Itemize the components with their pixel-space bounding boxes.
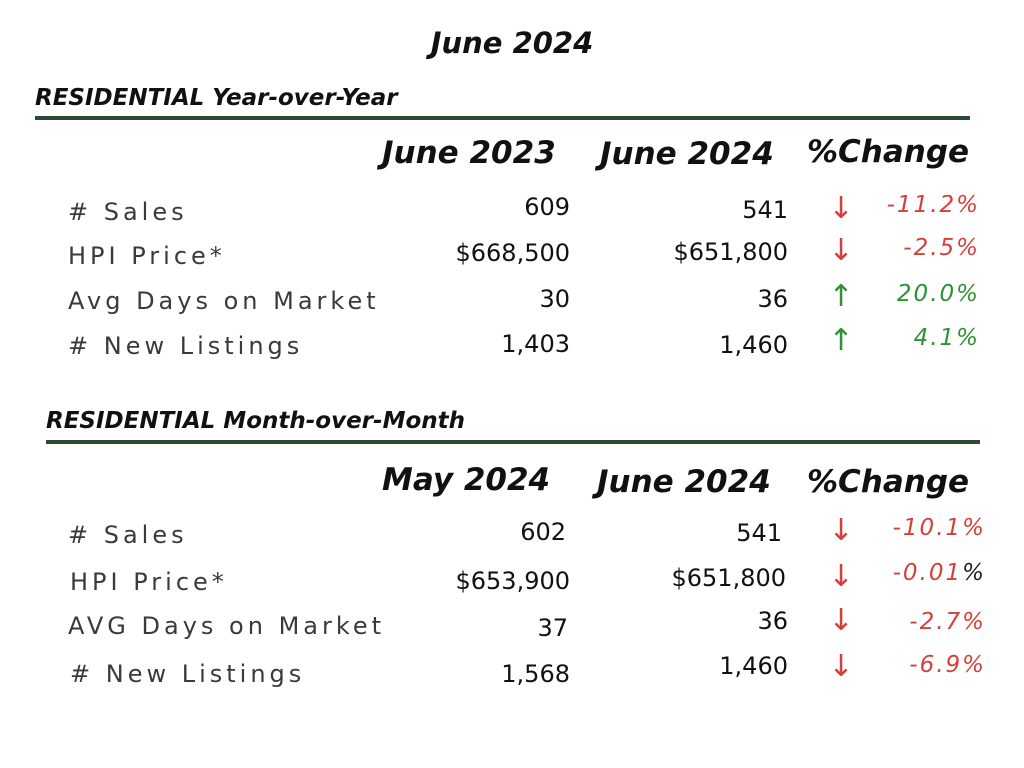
yoy-row-listings-prev: 1,403 xyxy=(501,330,570,358)
mom-row-dom-label: AVG Days on Market xyxy=(68,612,386,640)
mom-row-listings-label: # New Listings xyxy=(70,660,306,688)
mom-row-dom-prev: 37 xyxy=(537,614,568,642)
yoy-row-hpi-change: -2.5% xyxy=(903,235,980,261)
yoy-row-sales-label: # Sales xyxy=(68,198,188,226)
mom-row-listings-change: -6.9% xyxy=(909,652,986,678)
yoy-col-prev-year: June 2023 xyxy=(382,135,556,171)
mom-row-hpi-change-sign: % xyxy=(962,560,986,586)
yoy-section-heading: RESIDENTIAL Year-over-Year xyxy=(35,85,398,111)
arrow-up-icon: ↑ xyxy=(828,279,854,314)
yoy-row-dom-label: Avg Days on Market xyxy=(68,287,380,315)
mom-row-sales-prev: 602 xyxy=(520,518,566,546)
arrow-down-icon: ↓ xyxy=(828,559,854,594)
arrow-up-icon: ↑ xyxy=(828,323,854,358)
yoy-col-change: %Change xyxy=(807,134,970,170)
mom-row-sales-change: -10.1% xyxy=(892,515,986,541)
mom-row-sales-current: 541 xyxy=(736,519,782,547)
mom-row-hpi-change-value: -0.01 xyxy=(892,560,963,586)
mom-row-dom-current: 36 xyxy=(757,607,788,635)
yoy-row-listings-label: # New Listings xyxy=(68,332,304,360)
mom-row-hpi-prev: $653,900 xyxy=(455,567,570,595)
yoy-row-listings-current: 1,460 xyxy=(719,331,788,359)
arrow-down-icon: ↓ xyxy=(828,603,854,638)
mom-row-listings-current: 1,460 xyxy=(719,652,788,680)
mom-row-dom-change: -2.7% xyxy=(909,609,986,635)
arrow-down-icon: ↓ xyxy=(828,513,854,548)
yoy-row-hpi-current: $651,800 xyxy=(673,238,788,266)
yoy-row-dom-current: 36 xyxy=(757,285,788,313)
yoy-row-dom-prev: 30 xyxy=(539,285,570,313)
mom-col-current: June 2024 xyxy=(597,464,771,500)
mom-row-listings-prev: 1,568 xyxy=(501,660,570,688)
mom-section-heading: RESIDENTIAL Month-over-Month xyxy=(46,408,465,434)
mom-row-hpi-change: -0.01% xyxy=(866,560,986,586)
mom-row-sales-label: # Sales xyxy=(68,521,188,549)
yoy-row-sales-change: -11.2% xyxy=(886,192,980,218)
yoy-divider xyxy=(35,116,970,120)
yoy-row-dom-change: 20.0% xyxy=(896,281,980,307)
arrow-down-icon: ↓ xyxy=(828,233,854,268)
yoy-row-sales-prev: 609 xyxy=(524,193,570,221)
mom-row-hpi-current: $651,800 xyxy=(671,564,786,592)
yoy-row-hpi-label: HPI Price* xyxy=(68,242,226,270)
mom-col-change: %Change xyxy=(807,464,970,500)
mom-row-hpi-label: HPI Price* xyxy=(70,568,228,596)
arrow-down-icon: ↓ xyxy=(828,649,854,684)
yoy-row-listings-change: 4.1% xyxy=(913,325,980,351)
mom-divider xyxy=(46,440,980,444)
yoy-col-current: June 2024 xyxy=(600,136,774,172)
report-title: June 2024 xyxy=(430,26,594,60)
yoy-row-sales-current: 541 xyxy=(742,196,788,224)
arrow-down-icon: ↓ xyxy=(828,191,854,226)
mom-col-prev-month: May 2024 xyxy=(382,462,551,498)
yoy-row-hpi-prev: $668,500 xyxy=(455,239,570,267)
